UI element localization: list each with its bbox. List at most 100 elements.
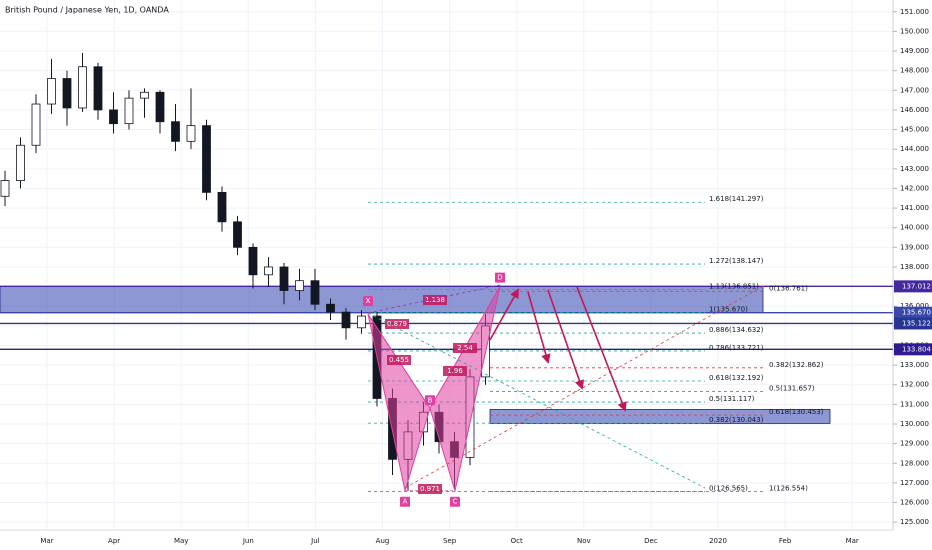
- point-label: B: [428, 396, 433, 404]
- diagonal: [367, 284, 501, 314]
- arrow: [527, 291, 551, 364]
- y-tick-label: 142.000: [900, 184, 929, 192]
- y-tick-label: 127.000: [900, 479, 929, 487]
- y-tick-label: 132.000: [900, 381, 929, 389]
- pattern-line: [367, 286, 501, 410]
- y-tick-label: 151.000: [900, 8, 929, 16]
- candle-body: [341, 311, 351, 329]
- y-tick-label: 149.000: [900, 47, 929, 55]
- candle-body: [202, 125, 211, 193]
- ratio-tag: [453, 343, 477, 353]
- ratio-tag: [423, 295, 447, 305]
- x-tick-label: 2020: [709, 537, 727, 545]
- candle-body: [295, 280, 304, 291]
- ratio-label: 2.54: [457, 344, 473, 352]
- price-axis: [893, 0, 932, 550]
- level-tag: [894, 306, 932, 319]
- y-tick-label: 130.000: [900, 420, 929, 428]
- ratio-tag: [418, 484, 442, 494]
- fib-label: 1.272(138.147): [709, 257, 764, 265]
- y-tick-label: 126.000: [900, 499, 929, 507]
- fib-label: 1(135.670): [709, 306, 748, 314]
- fib-label: 0.382(130.043): [709, 416, 764, 424]
- candle-body: [326, 303, 335, 313]
- point-tag: [363, 296, 373, 307]
- fib-label: 0.618(132.192): [709, 374, 764, 382]
- y-tick-label: 138.000: [900, 263, 929, 271]
- fib-label: 0.786(133.721): [709, 344, 764, 352]
- fib-label: 0(136.761): [769, 284, 808, 292]
- y-tick-label: 143.000: [900, 165, 929, 173]
- x-tick-label: Sep: [443, 537, 457, 545]
- arrow: [576, 286, 627, 412]
- x-tick-label: Jul: [310, 537, 320, 545]
- zone: [0, 285, 764, 314]
- point-label: C: [453, 498, 458, 506]
- ratio-label: 1.96: [447, 367, 463, 375]
- ratio-label: 1.138: [425, 296, 445, 304]
- x-tick-label: Apr: [108, 537, 120, 545]
- zone: [489, 409, 831, 424]
- x-tick-label: Jun: [242, 537, 254, 545]
- candle-body: [217, 191, 227, 223]
- candle-body: [78, 66, 87, 109]
- ratio-tag: [443, 366, 467, 376]
- candle-body: [171, 121, 180, 142]
- x-tick-label: Aug: [376, 537, 390, 545]
- y-tick-label: 148.000: [900, 67, 929, 75]
- x-tick-label: Oct: [511, 537, 523, 545]
- chart-title: British Pound / Japanese Yen, 1D, OANDA: [5, 6, 169, 15]
- ratio-tag: [385, 319, 409, 329]
- x-tick-label: Nov: [577, 537, 591, 545]
- arrow: [489, 288, 519, 341]
- y-tick-label: 128.000: [900, 459, 929, 467]
- y-tick-label: 131.000: [900, 400, 929, 408]
- diagonals: [367, 284, 766, 489]
- ratio-label: 0.455: [389, 356, 409, 364]
- candle-body: [47, 78, 56, 105]
- point-label: X: [366, 297, 371, 305]
- x-tick-label: May: [174, 537, 188, 545]
- level-tag: [894, 317, 932, 330]
- candle-body: [31, 103, 41, 146]
- y-tick-label: 129.000: [900, 440, 929, 448]
- zones: [0, 285, 893, 424]
- level-tag: [894, 280, 932, 293]
- candle-body: [233, 221, 242, 248]
- candle-body: [264, 266, 273, 276]
- fib-label: 0.886(134.632): [709, 326, 764, 334]
- level-label: 135.670: [902, 309, 931, 317]
- candle-body: [186, 125, 196, 142]
- point-label: A: [403, 498, 408, 506]
- candle-body: [62, 78, 72, 109]
- y-tick-label: 144.000: [900, 145, 929, 153]
- y-tick-label: 145.000: [900, 126, 929, 134]
- point-tag: [425, 395, 435, 406]
- fib-label: 0.5(131.657): [769, 384, 815, 392]
- level-label: 135.122: [902, 319, 931, 327]
- fib-label: 1.618(141.297): [709, 195, 764, 203]
- ratio-label: 0.879: [387, 320, 407, 328]
- level-label: 137.012: [902, 282, 931, 290]
- y-tick-label: 133.000: [900, 361, 929, 369]
- y-tick-label: 125.000: [900, 518, 929, 526]
- level-tag: [894, 343, 932, 356]
- x-tick-label: Feb: [779, 537, 792, 545]
- point-tag: [400, 496, 410, 507]
- fib-label: 1(126.554): [769, 485, 808, 493]
- y-tick-label: 139.000: [900, 243, 929, 251]
- x-tick-label: Mar: [846, 537, 859, 545]
- candle-body: [109, 109, 118, 125]
- candle-body: [16, 144, 25, 181]
- fib-label: 0.618(130.453): [769, 408, 824, 416]
- y-tick-label: 136.000: [900, 302, 929, 310]
- point-label: D: [497, 274, 502, 282]
- candle-body: [357, 315, 366, 329]
- ratio-label: 0.971: [420, 485, 440, 493]
- axis: 125.000 126.000 127.000 128.000 129.000 130.0…: [40, 8, 932, 545]
- candle-body: [155, 91, 165, 123]
- arrows: [489, 286, 627, 412]
- candle-body: [310, 280, 320, 305]
- candle-body: [279, 266, 289, 291]
